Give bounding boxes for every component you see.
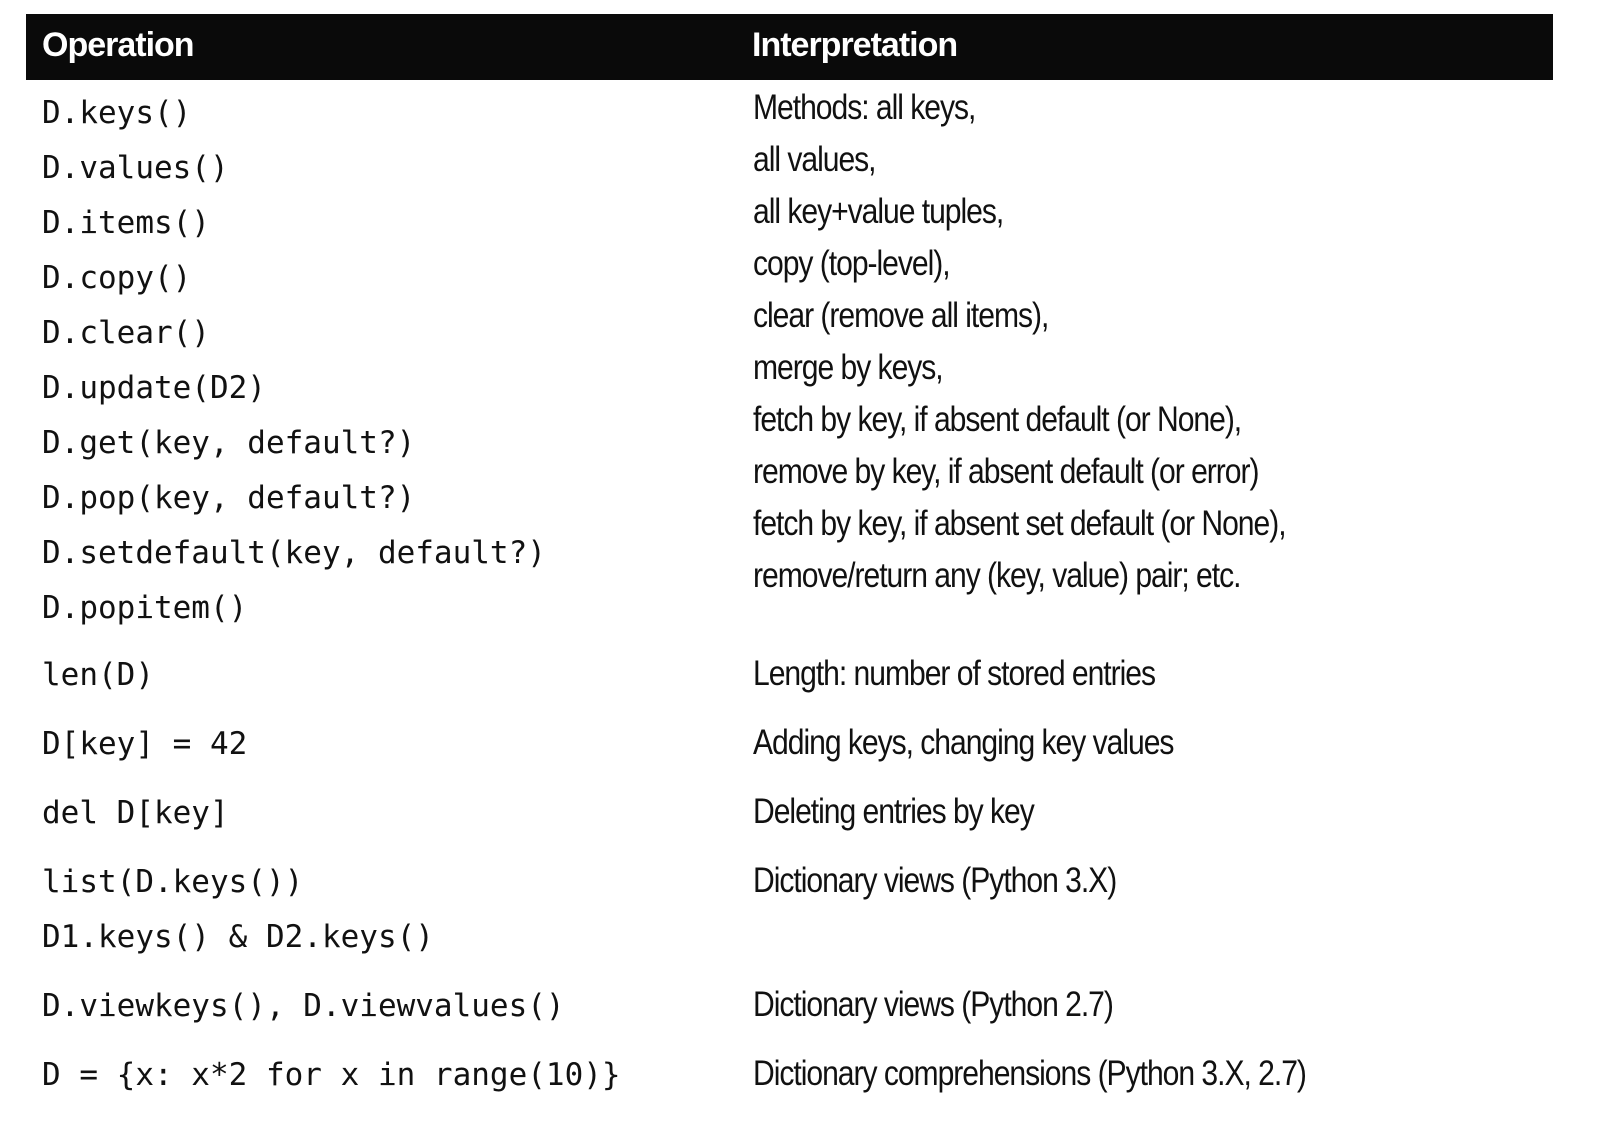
table-row-views-3x: list(D.keys()) D1.keys() & D2.keys() Dic…: [26, 849, 1553, 973]
operation-line: D.setdefault(key, default?): [42, 535, 546, 571]
operation-cell: len(D): [42, 648, 154, 703]
interpretation-line: Length: number of stored entries: [753, 654, 1156, 693]
table-row-delete: del D[key] Deleting entries by key: [26, 780, 1553, 849]
interpretation-cell: Dictionary views (Python 3.X): [753, 855, 1175, 907]
interpretation-line: Methods: all keys,: [753, 88, 976, 127]
operation-line: D.keys(): [42, 95, 192, 131]
interpretation-line: Dictionary views (Python 3.X): [753, 861, 1117, 900]
interpretation-line: fetch by key, if absent set default (or …: [753, 504, 1287, 543]
interpretation-line: Adding keys, changing key values: [753, 723, 1174, 762]
table-row-length: len(D) Length: number of stored entries: [26, 642, 1553, 711]
operation-cell: D = {x: x*2 for x in range(10)}: [42, 1048, 621, 1103]
operation-line: D.pop(key, default?): [42, 480, 416, 516]
operation-line: D.popitem(): [42, 590, 248, 626]
header-operation: Operation: [42, 26, 195, 64]
interpretation-line: Dictionary comprehensions (Python 3.X, 2…: [753, 1054, 1307, 1093]
interpretation-line: remove by key, if absent default (or err…: [753, 452, 1259, 491]
operation-cell: del D[key]: [42, 786, 229, 841]
table-row-comprehensions: D = {x: x*2 for x in range(10)} Dictiona…: [26, 1042, 1553, 1111]
operation-line: D.clear(): [42, 315, 210, 351]
interpretation-line: Dictionary views (Python 2.7): [753, 985, 1114, 1024]
operation-line: D.values(): [42, 150, 229, 186]
table-row-assignment: D[key] = 42 Adding keys, changing key va…: [26, 711, 1553, 780]
interpretation-cell: Methods: all keys, all values, all key+v…: [753, 82, 1372, 602]
interpretation-cell: Dictionary views (Python 2.7): [753, 979, 1171, 1031]
interpretation-cell: Length: number of stored entries: [753, 648, 1220, 700]
interpretation-line: copy (top-level),: [753, 244, 951, 283]
interpretation-line: remove/return any (key, value) pair; etc…: [753, 556, 1241, 595]
operation-line: D.get(key, default?): [42, 425, 416, 461]
operation-cell: D.viewkeys(), D.viewvalues(): [42, 979, 565, 1034]
operation-cell: list(D.keys()) D1.keys() & D2.keys(): [42, 855, 434, 965]
dictionary-operations-table: Operation Interpretation D.keys() D.valu…: [26, 14, 1553, 1111]
operation-line: D.copy(): [42, 260, 192, 296]
interpretation-cell: Deleting entries by key: [753, 786, 1079, 838]
operation-line: D1.keys() & D2.keys(): [42, 919, 434, 955]
operation-line: del D[key]: [42, 795, 229, 831]
interpretation-cell: Dictionary comprehensions (Python 3.X, 2…: [753, 1048, 1396, 1100]
interpretation-line: merge by keys,: [753, 348, 944, 387]
interpretation-line: fetch by key, if absent default (or None…: [753, 400, 1242, 439]
interpretation-line: all values,: [753, 140, 877, 179]
table-header: Operation Interpretation: [26, 14, 1553, 80]
table-row-views-27: D.viewkeys(), D.viewvalues() Dictionary …: [26, 973, 1553, 1042]
operation-cell: D.keys() D.values() D.items() D.copy() D…: [42, 86, 546, 636]
interpretation-cell: Adding keys, changing key values: [753, 717, 1242, 769]
operation-line: D.update(D2): [42, 370, 266, 406]
header-interpretation: Interpretation: [752, 26, 958, 64]
operation-line: D = {x: x*2 for x in range(10)}: [42, 1057, 621, 1093]
interpretation-line: Deleting entries by key: [753, 792, 1035, 831]
operation-line: len(D): [42, 657, 154, 693]
operation-line: D.items(): [42, 205, 210, 241]
operation-cell: D[key] = 42: [42, 717, 247, 772]
interpretation-line: clear (remove all items),: [753, 296, 1049, 335]
table-row-methods: D.keys() D.values() D.items() D.copy() D…: [26, 86, 1553, 642]
operation-line: D.viewkeys(), D.viewvalues(): [42, 988, 565, 1024]
operation-line: list(D.keys()): [42, 864, 304, 900]
operation-line: D[key] = 42: [42, 726, 248, 762]
interpretation-line: all key+value tuples,: [753, 192, 1004, 231]
